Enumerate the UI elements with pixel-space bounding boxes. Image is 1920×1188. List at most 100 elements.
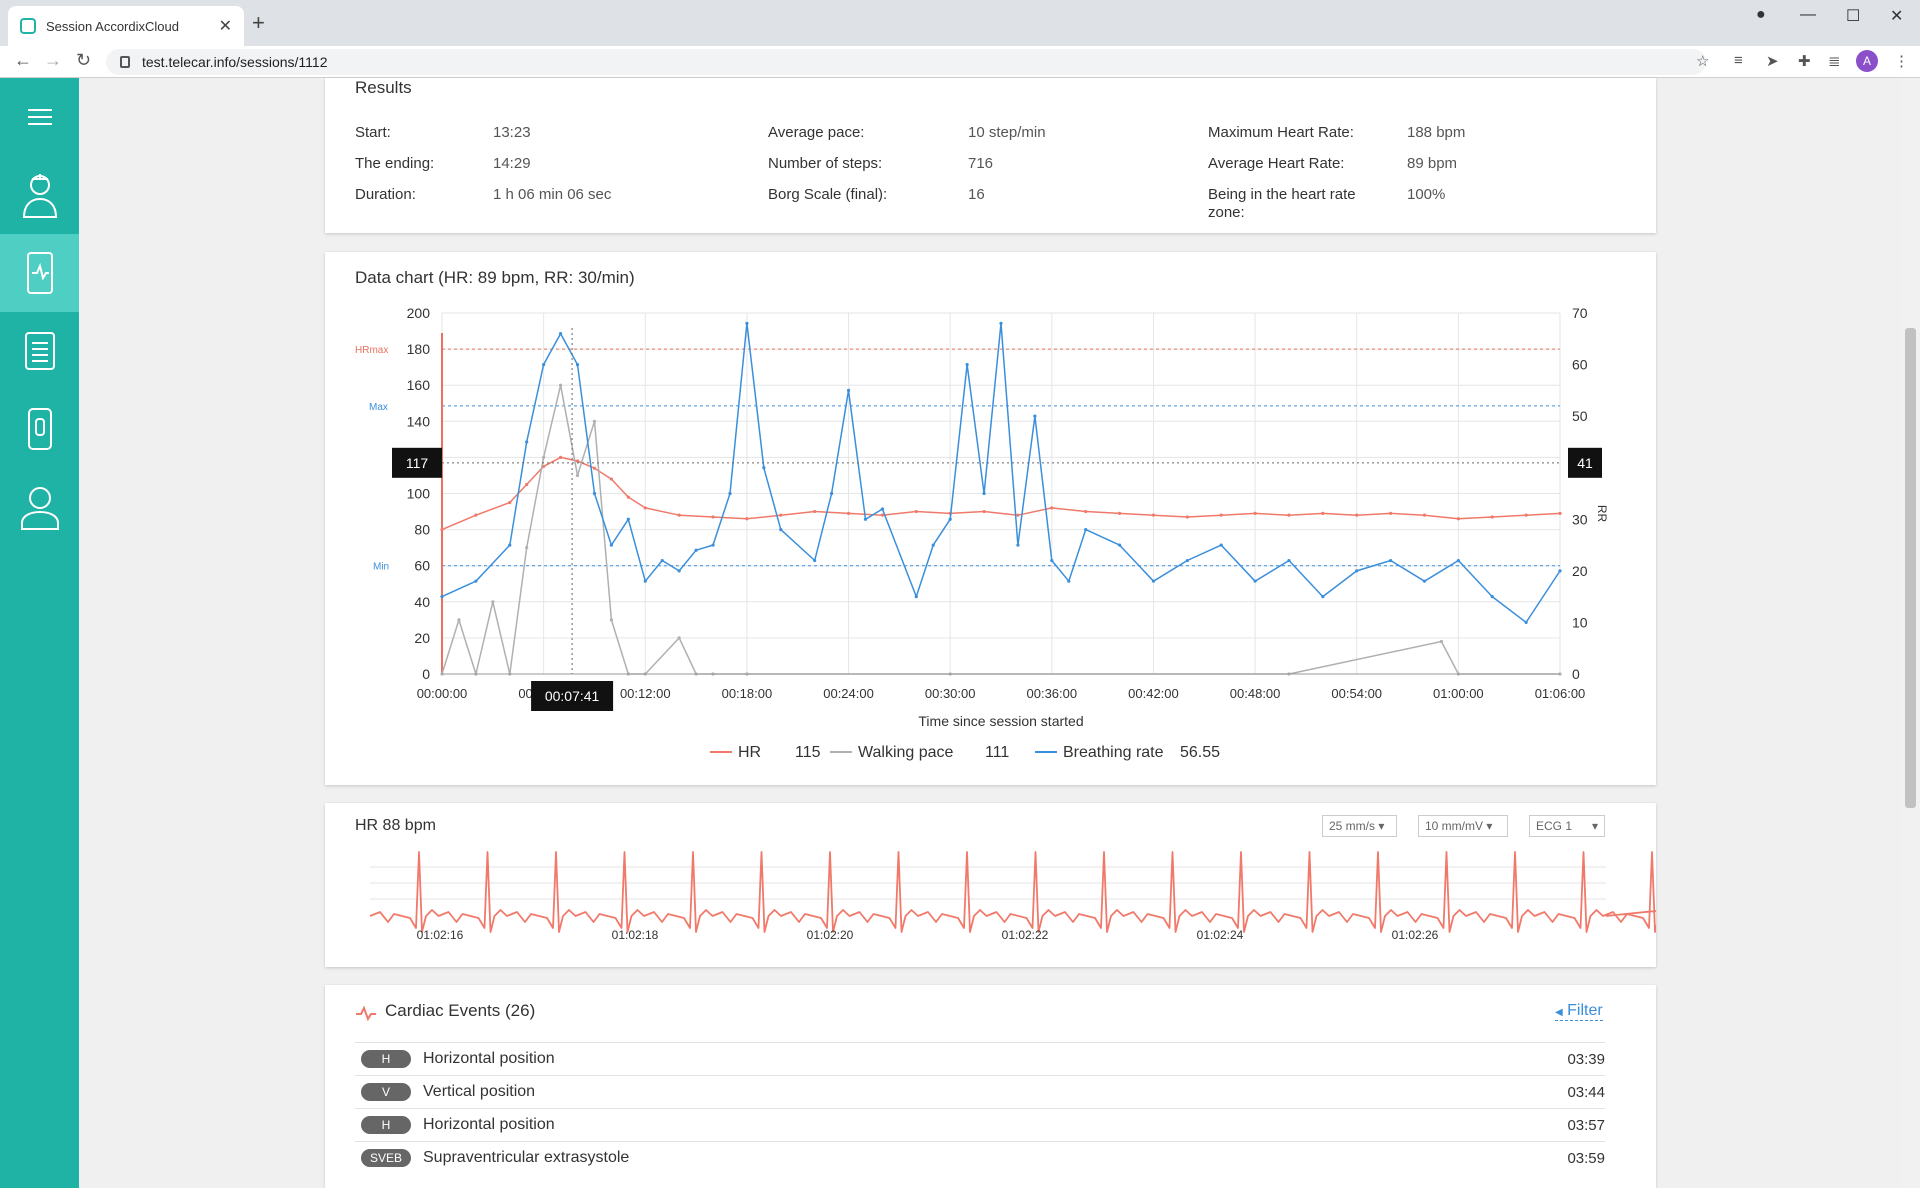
legend-value: 115: [795, 744, 821, 761]
lock-icon: [120, 56, 130, 68]
data-point: [1219, 543, 1223, 547]
ecg-speed-select[interactable]: 25 mm/s ▾: [1322, 815, 1397, 837]
result-label: Borg Scale (final):: [768, 186, 888, 203]
y-left-tick-label: 160: [407, 377, 431, 393]
minimize-icon[interactable]: —: [1800, 6, 1816, 23]
data-point: [542, 464, 546, 469]
data-point: [1016, 513, 1020, 517]
data-point: [863, 517, 868, 521]
tab-title: Session AccordixCloud: [46, 18, 179, 34]
result-label: Maximum Heart Rate:: [1208, 124, 1354, 141]
data-point: [575, 362, 580, 367]
sidebar-item-profile[interactable]: [0, 468, 79, 546]
close-tab-icon[interactable]: ✕: [218, 18, 232, 35]
ecg-time-label: 01:02:18: [612, 928, 659, 942]
sidebar-item-devices[interactable]: [0, 390, 79, 468]
data-point: [1050, 558, 1054, 563]
user-icon: [20, 487, 59, 530]
browser-menu-icon[interactable]: ⋮: [1894, 53, 1909, 70]
cursor-time-value: 00:07:41: [545, 688, 600, 704]
data-point: [542, 362, 546, 367]
data-point: [914, 509, 918, 514]
x-tick-label: 01:00:00: [1433, 686, 1484, 701]
y-left-tick-label: 80: [414, 522, 430, 538]
sidebar-item-reports[interactable]: [0, 312, 79, 390]
data-point: [643, 579, 647, 583]
data-point: [677, 513, 681, 517]
data-point: [1253, 511, 1257, 515]
data-point: [609, 618, 613, 622]
browser-tab[interactable]: Session AccordixCloud ✕: [8, 6, 244, 46]
data-point: [474, 513, 478, 517]
back-icon[interactable]: ←: [14, 50, 32, 70]
y-left-tick-label: 20: [414, 630, 430, 646]
event-time: 03:59: [1567, 1149, 1605, 1167]
ecg-lead-select[interactable]: ECG 1 ▾: [1529, 815, 1605, 837]
bookmark-star-icon[interactable]: ☆: [1696, 53, 1710, 70]
event-row[interactable]: H Horizontal position 03:57: [355, 1108, 1605, 1141]
ecg-time-label: 01:02:16: [417, 928, 464, 942]
ecg-card: HR 88 bpm 25 mm/s ▾ 10 mm/mV ▾ ECG 1 ▾ 01…: [325, 803, 1656, 967]
data-point: [592, 466, 597, 470]
data-point: [1084, 509, 1088, 514]
result-label: Number of steps:: [768, 155, 883, 172]
data-point: [1287, 558, 1291, 563]
event-row[interactable]: SVEB Supraventricular extrasystole 03:59: [355, 1141, 1605, 1174]
close-window-icon[interactable]: ✕: [1890, 8, 1904, 25]
new-tab-icon[interactable]: +: [252, 10, 265, 35]
data-point: [1389, 511, 1393, 515]
event-row[interactable]: V Vertical position 03:44: [355, 1075, 1605, 1108]
result-label: Average pace:: [768, 124, 865, 141]
data-point: [813, 558, 817, 563]
data-point: [1558, 511, 1562, 515]
data-point: [1524, 620, 1528, 625]
data-point: [1321, 511, 1325, 515]
result-label: Average Heart Rate:: [1208, 155, 1345, 172]
data-point: [1355, 569, 1359, 573]
result-value: 1 h 06 min 06 sec: [493, 186, 612, 203]
sidebar-item-doctors[interactable]: [0, 156, 79, 234]
sidebar-item-sessions[interactable]: [0, 234, 79, 312]
cursor-left-box: [392, 447, 442, 478]
event-row[interactable]: H Horizontal position 03:39: [355, 1042, 1605, 1075]
y-right-tick-label: 10: [1572, 614, 1588, 630]
x-tick-label: 00:24:00: [823, 686, 874, 701]
legend-value: 56.55: [1180, 744, 1220, 761]
menu-toggle[interactable]: [0, 78, 79, 156]
extensions-icon[interactable]: ✚: [1798, 53, 1811, 70]
address-bar-row: ← → ↻ test.telecar.info/sessions/1112 ☆ …: [0, 46, 1920, 78]
translate-icon[interactable]: ≡: [1734, 52, 1743, 69]
reload-icon[interactable]: ↻: [76, 50, 92, 70]
data-point: [813, 509, 817, 514]
event-badge: H: [361, 1116, 411, 1134]
forward-icon[interactable]: →: [44, 50, 62, 70]
data-point: [508, 500, 512, 505]
data-point: [1422, 513, 1427, 517]
ecg-gain-select[interactable]: 10 mm/mV ▾: [1418, 815, 1508, 837]
data-point: [880, 507, 885, 511]
x-tick-label: 01:06:00: [1535, 686, 1586, 701]
data-point: [1050, 506, 1054, 510]
result-value: 10 step/min: [968, 124, 1046, 141]
result-value: 13:23: [493, 124, 531, 141]
phone-heartbeat-icon: [26, 252, 53, 294]
x-tick-label: 00:00:00: [417, 686, 468, 701]
send-icon[interactable]: ➤: [1766, 53, 1779, 70]
page-scrollbar[interactable]: [1901, 78, 1920, 1188]
data-point: [1321, 595, 1325, 599]
data-point: [592, 419, 597, 423]
data-point: [846, 388, 851, 392]
events-title: Cardiac Events (26): [385, 1001, 536, 1020]
filter-link[interactable]: ◀ Filter: [1555, 1002, 1603, 1021]
data-point: [1117, 543, 1122, 547]
profile-menu-icon[interactable]: ●: [1756, 6, 1766, 23]
reading-list-icon[interactable]: ≣: [1828, 53, 1841, 70]
maximize-icon[interactable]: ☐: [1846, 8, 1861, 25]
url-field[interactable]: test.telecar.info/sessions/1112: [106, 49, 1706, 75]
user-avatar[interactable]: A: [1856, 50, 1878, 72]
data-point: [1490, 515, 1494, 519]
data-point: [1067, 579, 1071, 583]
chart-title: Data chart (HR: 89 bpm, RR: 30/min): [355, 268, 635, 287]
data-point: [711, 543, 715, 547]
